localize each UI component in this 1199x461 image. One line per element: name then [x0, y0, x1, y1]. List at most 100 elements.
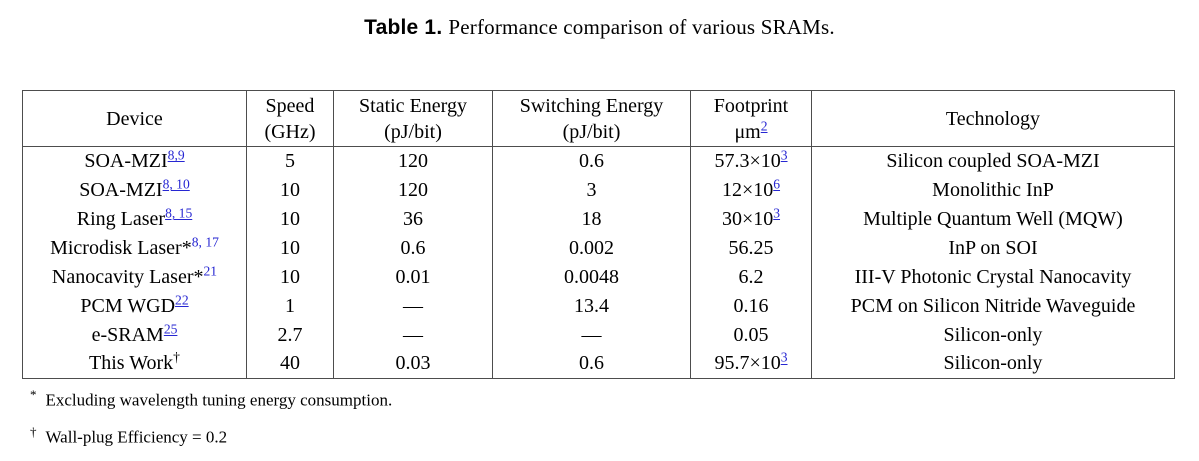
cell-text: Nanocavity Laser* [51, 265, 204, 288]
cell-text: μm [734, 120, 761, 143]
column-header-switching-energy: Switching Energy (pJ/bit) [492, 90, 691, 147]
citation-reference-link[interactable]: 3 [780, 147, 788, 163]
cell-technology: Multiple Quantum Well (MQW) [811, 204, 1175, 234]
cell-technology: Monolithic InP [811, 175, 1175, 205]
citation-reference-link[interactable]: 22 [175, 291, 189, 307]
cell-static-energy: 0.03 [333, 349, 493, 379]
header-line: Speed [251, 93, 329, 119]
cell-speed: 2.7 [246, 320, 334, 350]
cell-text: 36 [403, 207, 423, 230]
cell-text: 95.7×10 [714, 352, 781, 375]
cell-speed: 10 [246, 233, 334, 263]
header-line: (pJ/bit) [338, 119, 488, 145]
cell-text: This Work [89, 352, 174, 375]
cell-text: (pJ/bit) [562, 120, 621, 143]
cell-text: 0.002 [569, 236, 614, 259]
cell-switching-energy: 0.6 [492, 349, 691, 379]
cell-footprint: 6.2 [690, 262, 812, 292]
citation-reference-link[interactable]: 6 [773, 175, 781, 191]
cell-text: Silicon-only [943, 352, 1043, 375]
cell-device: SOA-MZI8, 10 [23, 176, 247, 205]
column-header-technology: Technology [811, 90, 1175, 147]
header-line: Switching Energy [497, 93, 686, 119]
cell-text: 13.4 [574, 294, 609, 317]
cell-text: 30×10 [721, 207, 774, 230]
citation-reference-link[interactable]: 3 [780, 349, 788, 365]
cell-static-energy: 120 [333, 175, 493, 205]
cell-static-energy: 0.01 [333, 262, 493, 292]
cell-text: 0.03 [395, 352, 431, 375]
cell-text: 10 [280, 207, 300, 230]
column-header-device: Device [23, 91, 247, 147]
footnote-text: Wall-plug Efficiency = 0.2 [45, 427, 228, 447]
table-row: Ring Laser8, 15 10 36 18 30×103 Multiple Quan… [23, 204, 1175, 234]
cell-device: SOA-MZI8,9 [23, 147, 247, 176]
cell-text: Ring Laser [76, 207, 166, 230]
cell-technology: PCM on Silicon Nitride Waveguide [811, 291, 1175, 321]
cell-footprint: 30×103 [690, 204, 812, 234]
cell-text: 1 [285, 294, 295, 317]
cell-speed: 10 [246, 175, 334, 205]
cell-static-energy: 0.6 [333, 233, 493, 263]
table-caption-text: Performance comparison of various SRAMs. [448, 15, 835, 39]
table-row: Microdisk Laser*8, 17 10 0.6 0.002 56.25 InP … [23, 233, 1175, 263]
cell-switching-energy: 13.4 [492, 291, 691, 321]
cell-text: SOA-MZI [84, 149, 168, 172]
citation-reference-link[interactable]: 25 [163, 320, 178, 336]
cell-technology: Silicon-only [811, 320, 1175, 350]
cell-text: 0.0048 [564, 265, 619, 288]
cell-text: — [403, 294, 423, 317]
cell-text: Footprint [713, 94, 789, 117]
cell-speed: 10 [246, 262, 334, 292]
footnote-marker: † [30, 423, 37, 439]
cell-text: PCM WGD [80, 294, 176, 317]
footnote-marker: * [30, 387, 37, 402]
header-line: (pJ/bit) [497, 119, 686, 145]
cell-device: PCM WGD22 [23, 292, 247, 321]
citation-reference-link[interactable]: 8, 10 [162, 175, 190, 191]
cell-technology: III-V Photonic Crystal Nanocavity [811, 262, 1175, 292]
cell-text: (GHz) [264, 120, 316, 143]
citation-reference-link[interactable]: 3 [773, 204, 781, 220]
cell-static-energy: — [333, 320, 493, 350]
citation-reference-link[interactable]: 8, 17 [191, 233, 219, 249]
footnote: * Excluding wavelength tuning energy cons… [30, 383, 392, 413]
cell-text: 57.3×10 [714, 149, 781, 172]
cell-text: Technology [945, 107, 1041, 130]
cell-text: 3 [586, 178, 597, 201]
cell-text: Device [106, 107, 163, 130]
table-row: Nanocavity Laser*21 10 0.01 0.0048 6.2 III-V … [23, 262, 1175, 292]
table-row: This Work† 40 0.03 0.6 95.7×103 Silicon-only [23, 349, 1175, 379]
citation-reference-link[interactable]: 8, 15 [165, 204, 193, 220]
column-header-speed: Speed (GHz) [246, 90, 334, 147]
cell-switching-energy: 0.002 [492, 233, 691, 263]
cell-device: Ring Laser8, 15 [23, 205, 247, 234]
cell-text: Speed [265, 94, 315, 117]
cell-text: 56.25 [728, 236, 774, 259]
cell-footprint: 95.7×103 [690, 349, 812, 379]
footnote: † Wall-plug Efficiency = 0.2 [30, 420, 392, 450]
footnote-text: Excluding wavelength tuning energy consu… [45, 390, 393, 410]
table-caption: Table 1. Performance comparison of variou… [0, 15, 1199, 40]
cell-switching-energy: 0.0048 [492, 262, 691, 292]
cell-text: 18 [581, 207, 602, 230]
cell-footprint: 0.16 [690, 291, 812, 321]
cell-text: 2.7 [277, 323, 303, 346]
table-row: SOA-MZI8,9 5 120 0.6 57.3×103 Silicon coupled… [23, 146, 1175, 176]
citation-reference-link[interactable]: 2 [760, 117, 768, 133]
table-row: e-SRAM25 2.7 — — 0.05 Silicon-only [23, 320, 1175, 350]
cell-text: PCM on Silicon Nitride Waveguide [850, 294, 1136, 317]
cell-text: Switching Energy [519, 94, 664, 117]
citation-reference-link[interactable]: 8,9 [167, 147, 185, 163]
cell-footprint: 0.05 [690, 320, 812, 350]
cell-switching-energy: 3 [492, 175, 691, 205]
citation-reference-link[interactable]: 21 [203, 262, 218, 278]
cell-switching-energy: 0.6 [492, 146, 691, 176]
sram-comparison-table: Device Speed (GHz) Static Energy (pJ/bit) Swi… [22, 90, 1175, 379]
cell-text: 12×10 [721, 178, 774, 201]
cell-text: Silicon-only [943, 323, 1043, 346]
column-header-static-energy: Static Energy (pJ/bit) [333, 90, 493, 147]
cell-text: SOA-MZI [79, 178, 163, 201]
cell-text: InP on SOI [948, 236, 1038, 259]
cell-text: Silicon coupled SOA-MZI [886, 149, 1100, 172]
